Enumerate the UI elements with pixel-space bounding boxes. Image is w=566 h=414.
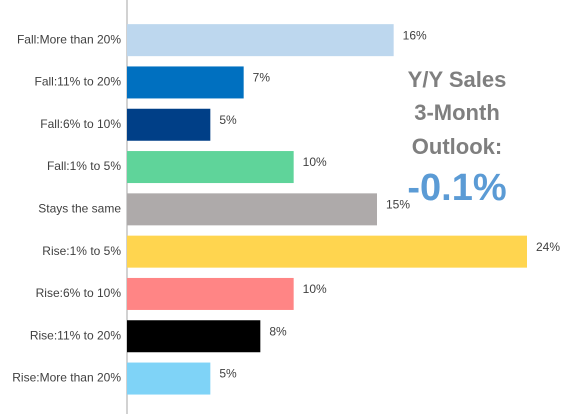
bar <box>127 66 244 99</box>
y-tick-label: Rise:11% to 20% <box>30 328 121 342</box>
data-label: 7% <box>253 71 271 85</box>
y-tick-label: Fall:11% to 20% <box>35 75 122 89</box>
data-label: 8% <box>269 324 287 338</box>
bar <box>127 235 527 268</box>
bar <box>127 108 211 141</box>
data-label: 15% <box>386 198 410 212</box>
data-label: 5% <box>219 113 237 127</box>
data-label: 24% <box>536 240 560 254</box>
y-tick-label: Fall:1% to 5% <box>47 159 121 173</box>
bar <box>127 24 394 57</box>
bar <box>127 151 294 184</box>
annotation: -0.1% <box>407 167 506 209</box>
y-tick-label: Fall:6% to 10% <box>40 117 121 131</box>
data-label: 10% <box>303 155 327 169</box>
y-tick-label: Fall:More than 20% <box>17 32 121 46</box>
annotation: Outlook: <box>412 134 502 159</box>
y-tick-label: Rise:6% to 10% <box>36 286 122 300</box>
y-tick-label: Stays the same <box>38 202 121 216</box>
bar <box>127 320 261 353</box>
data-label: 5% <box>219 367 237 381</box>
bar <box>127 193 377 226</box>
y-tick-label: Rise:More than 20% <box>12 371 121 385</box>
bar <box>127 277 294 310</box>
data-label: 16% <box>403 28 427 42</box>
data-label: 10% <box>303 282 327 296</box>
y-tick-label: Rise:1% to 5% <box>42 244 121 258</box>
annotation: Y/Y Sales <box>408 67 507 92</box>
annotation: 3-Month <box>414 100 500 125</box>
bar <box>127 362 211 395</box>
